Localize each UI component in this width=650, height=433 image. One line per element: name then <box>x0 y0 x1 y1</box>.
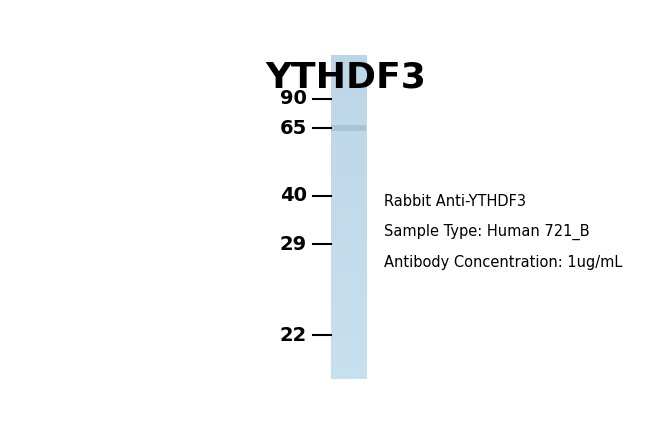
Text: 29: 29 <box>280 235 307 254</box>
Bar <box>331 125 366 131</box>
Text: Sample Type: Human 721_B: Sample Type: Human 721_B <box>384 224 589 240</box>
Text: 22: 22 <box>280 326 307 345</box>
Text: 65: 65 <box>280 119 307 138</box>
Text: YTHDF3: YTHDF3 <box>265 60 426 94</box>
Text: 40: 40 <box>280 187 307 206</box>
Text: 90: 90 <box>280 90 307 108</box>
Text: Rabbit Anti-YTHDF3: Rabbit Anti-YTHDF3 <box>384 194 525 210</box>
Text: Antibody Concentration: 1ug/mL: Antibody Concentration: 1ug/mL <box>384 255 622 269</box>
